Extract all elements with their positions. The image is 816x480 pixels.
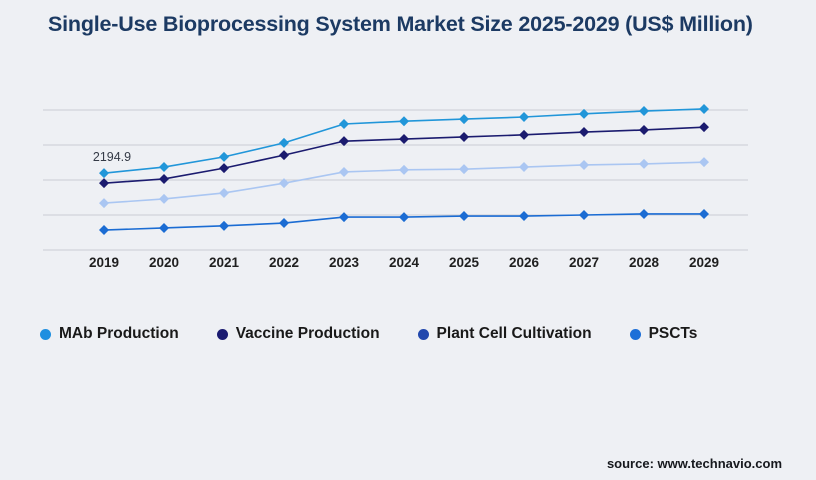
data-point-vaccine-production-2026 [519, 129, 529, 140]
data-point-plant-cell-cultivation-2022 [279, 178, 289, 189]
data-point-pscts-2024 [399, 212, 409, 223]
x-axis-label-2028: 2028 [629, 255, 660, 270]
x-axis-label-2025: 2025 [449, 255, 480, 270]
data-point-plant-cell-cultivation-2028 [639, 158, 649, 169]
data-point-pscts-2029 [699, 208, 709, 219]
legend-dot-vaccine-production [216, 328, 228, 340]
data-point-mab-production-2029 [699, 103, 709, 114]
legend-dot-mab-production [40, 328, 51, 340]
data-point-vaccine-production-2019 [99, 178, 109, 189]
data-point-pscts-2025 [459, 211, 469, 222]
x-axis-label-2029: 2029 [689, 255, 719, 270]
data-point-plant-cell-cultivation-2025 [459, 164, 469, 175]
x-axis-label-2022: 2022 [269, 255, 299, 270]
x-axis-label-2020: 2020 [149, 255, 179, 270]
data-point-vaccine-production-2022 [279, 150, 289, 161]
legend-dot-plant-cell-cultivation [417, 328, 429, 340]
data-point-mab-production-2020 [159, 162, 169, 173]
x-axis-label-2023: 2023 [329, 255, 360, 270]
data-point-vaccine-production-2028 [639, 124, 649, 135]
legend-item-pscts: PSCTs [629, 325, 698, 343]
data-point-plant-cell-cultivation-2029 [699, 157, 709, 168]
x-axis-label-2019: 2019 [89, 255, 119, 270]
legend-label: Vaccine Production [235, 325, 380, 342]
data-point-pscts-2026 [519, 211, 529, 222]
x-axis-label-2027: 2027 [569, 255, 599, 270]
legend-label: MAb Production [59, 325, 179, 342]
data-point-mab-production-2021 [219, 151, 229, 162]
data-point-pscts-2019 [99, 225, 109, 236]
data-point-mab-production-2028 [639, 106, 649, 117]
data-point-vaccine-production-2024 [399, 134, 409, 145]
data-point-mab-production-2026 [519, 112, 529, 122]
legend-item-vaccine-production: Vaccine Production [216, 325, 380, 343]
x-axis-label-2024: 2024 [389, 255, 420, 270]
data-point-vaccine-production-2021 [219, 163, 229, 174]
data-point-mab-production-2019 [99, 168, 109, 179]
data-point-plant-cell-cultivation-2026 [519, 162, 529, 173]
x-axis-label-2021: 2021 [209, 255, 240, 270]
data-point-mab-production-2025 [459, 114, 469, 125]
data-point-plant-cell-cultivation-2019 [99, 198, 109, 209]
data-point-pscts-2023 [339, 212, 349, 223]
data-point-pscts-2028 [639, 208, 649, 219]
data-point-mab-production-2024 [399, 116, 409, 127]
legend-dot-pscts [629, 328, 641, 340]
data-label: 2194.9 [93, 150, 131, 164]
data-point-pscts-2020 [159, 222, 169, 233]
data-point-vaccine-production-2020 [159, 173, 169, 184]
data-point-pscts-2021 [219, 220, 229, 231]
legend-label: Plant Cell Cultivation [436, 325, 592, 342]
chart-legend: MAb Production Vaccine Production Plant Ce… [40, 325, 697, 343]
data-point-plant-cell-cultivation-2020 [159, 193, 169, 204]
data-point-mab-production-2022 [279, 137, 289, 148]
market-size-chart: 2019 2020 2021 2022 2023 2024 2025 2026 2027 2028… [43, 103, 748, 270]
data-point-vaccine-production-2027 [579, 127, 589, 138]
data-point-mab-production-2027 [579, 108, 589, 119]
data-point-plant-cell-cultivation-2027 [579, 159, 589, 170]
data-point-vaccine-production-2023 [339, 136, 349, 147]
data-point-plant-cell-cultivation-2024 [399, 164, 409, 175]
source-attribution: source: www.technavio.com [606, 456, 782, 471]
legend-item-mab-production: MAb Production [40, 325, 179, 343]
legend-label: PSCTs [648, 325, 698, 342]
data-point-mab-production-2023 [339, 119, 349, 129]
data-point-pscts-2027 [579, 210, 589, 220]
chart-title: Single-Use Bioprocessing System Market S… [48, 12, 753, 36]
data-point-vaccine-production-2025 [459, 131, 469, 142]
x-axis-label-2026: 2026 [509, 255, 540, 270]
legend-item-plant-cell-cultivation: Plant Cell Cultivation [417, 325, 592, 343]
data-point-plant-cell-cultivation-2023 [339, 166, 349, 177]
data-point-plant-cell-cultivation-2021 [219, 187, 229, 198]
data-point-vaccine-production-2029 [699, 122, 709, 133]
data-point-pscts-2022 [279, 218, 289, 229]
